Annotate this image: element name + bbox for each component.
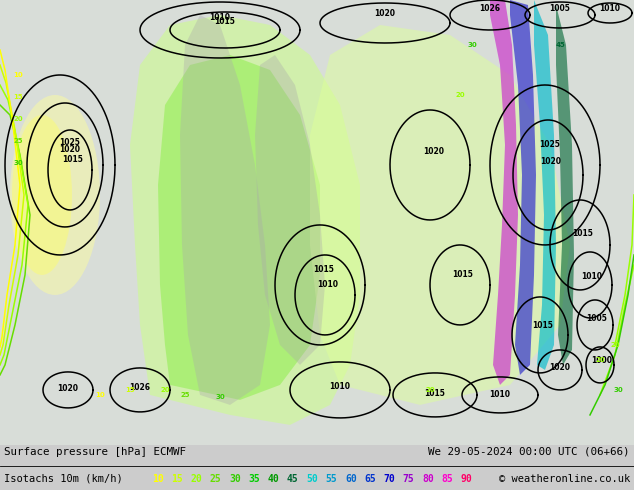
Text: 50: 50: [306, 474, 318, 484]
Text: 20: 20: [610, 342, 620, 348]
Text: 20: 20: [595, 357, 605, 363]
Text: 30: 30: [13, 160, 23, 166]
Text: 80: 80: [422, 474, 434, 484]
Text: 20: 20: [160, 387, 170, 393]
Text: 20: 20: [13, 116, 23, 122]
Ellipse shape: [10, 95, 100, 295]
Text: 1010: 1010: [330, 382, 351, 392]
Text: 1010: 1010: [489, 390, 510, 399]
Text: 25: 25: [180, 392, 190, 398]
Text: 70: 70: [384, 474, 395, 484]
Text: 55: 55: [326, 474, 337, 484]
Text: 15: 15: [13, 94, 23, 100]
Text: 30: 30: [215, 394, 225, 400]
Ellipse shape: [12, 115, 72, 275]
Text: 40: 40: [268, 474, 280, 484]
Text: 15: 15: [125, 387, 135, 393]
Text: 1005: 1005: [550, 4, 571, 13]
Text: 1015: 1015: [314, 266, 335, 274]
Text: Surface pressure [hPa] ECMWF: Surface pressure [hPa] ECMWF: [4, 447, 186, 457]
Text: 1015: 1015: [63, 155, 84, 165]
Polygon shape: [534, 0, 556, 370]
Text: 1020: 1020: [375, 9, 396, 19]
Text: 30: 30: [613, 387, 623, 393]
Text: 25: 25: [210, 474, 222, 484]
Text: 1010: 1010: [581, 272, 602, 281]
Text: 45: 45: [555, 42, 565, 48]
Polygon shape: [556, 5, 574, 365]
Text: 1015: 1015: [453, 270, 474, 279]
Text: 20: 20: [455, 92, 465, 98]
Text: 20: 20: [191, 474, 202, 484]
Text: 30: 30: [229, 474, 241, 484]
Text: © weatheronline.co.uk: © weatheronline.co.uk: [499, 474, 630, 484]
Text: 10: 10: [95, 392, 105, 398]
Text: 30: 30: [467, 42, 477, 48]
Text: 1015: 1015: [425, 389, 446, 398]
Text: 1025: 1025: [540, 141, 560, 149]
Text: 1015: 1015: [533, 321, 553, 330]
Text: 25: 25: [13, 138, 23, 144]
Text: 20: 20: [425, 387, 435, 393]
Polygon shape: [130, 15, 360, 425]
Text: 10: 10: [152, 474, 164, 484]
Text: 1010: 1010: [209, 14, 231, 23]
Text: 60: 60: [345, 474, 357, 484]
Text: Isotachs 10m (km/h): Isotachs 10m (km/h): [4, 474, 123, 484]
Text: We 29-05-2024 00:00 UTC (06+66): We 29-05-2024 00:00 UTC (06+66): [429, 447, 630, 457]
Text: 1020: 1020: [550, 364, 571, 372]
Text: 1025: 1025: [60, 138, 81, 147]
Text: 1020: 1020: [541, 157, 562, 166]
Text: 1000: 1000: [592, 356, 612, 365]
Text: 1020: 1020: [60, 145, 81, 154]
Text: 1010: 1010: [600, 4, 621, 13]
Text: 1010: 1010: [318, 280, 339, 290]
Polygon shape: [510, 0, 536, 375]
Text: 85: 85: [441, 474, 453, 484]
Polygon shape: [255, 55, 325, 365]
Text: 1020: 1020: [58, 384, 79, 393]
Text: 75: 75: [403, 474, 415, 484]
Text: 45: 45: [287, 474, 299, 484]
Polygon shape: [158, 55, 320, 400]
Text: 35: 35: [249, 474, 260, 484]
Text: 90: 90: [461, 474, 472, 484]
Text: 1026: 1026: [479, 4, 500, 13]
Text: 1015: 1015: [573, 229, 593, 238]
Text: 65: 65: [365, 474, 376, 484]
Polygon shape: [490, 0, 518, 385]
Text: 1020: 1020: [424, 147, 444, 156]
Text: 15: 15: [171, 474, 183, 484]
Text: 1005: 1005: [586, 314, 607, 323]
Text: 1026: 1026: [129, 383, 150, 392]
Text: 10: 10: [13, 72, 23, 78]
Polygon shape: [310, 25, 570, 405]
Text: 1015: 1015: [214, 17, 235, 26]
Polygon shape: [180, 15, 270, 405]
